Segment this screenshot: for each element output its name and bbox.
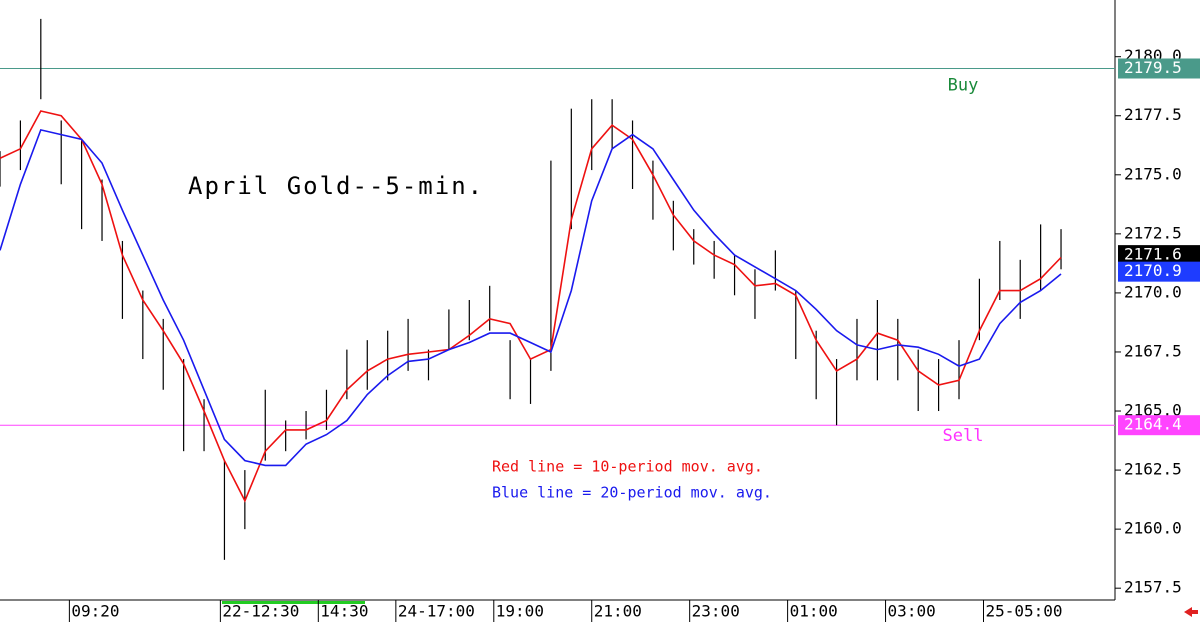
y-tick-label: 2172.5 xyxy=(1124,223,1182,242)
session-marker xyxy=(222,601,365,604)
scroll-arrow[interactable] xyxy=(1184,607,1198,617)
level-tag-label: 2164.4 xyxy=(1124,415,1182,434)
price-tag xyxy=(1118,261,1200,282)
x-tick-label: 25-05:00 xyxy=(985,602,1062,621)
legend-entry: Blue line = 20-period mov. avg. xyxy=(492,484,772,502)
level-tag xyxy=(1118,415,1200,436)
level-tag xyxy=(1118,58,1200,79)
x-tick-label: 01:00 xyxy=(790,602,838,621)
legend-entry: Red line = 10-period mov. avg. xyxy=(492,458,763,476)
moving-average-line xyxy=(0,128,1062,467)
level-label: Buy xyxy=(948,76,979,96)
x-tick-label: 09:20 xyxy=(71,602,119,621)
x-tick-label: 14:30 xyxy=(320,602,368,621)
price-tag xyxy=(1118,245,1200,266)
y-tick-label: 2175.0 xyxy=(1124,164,1182,183)
x-tick-label: 23:00 xyxy=(692,602,740,621)
x-tick-label: 24-17:00 xyxy=(398,602,475,621)
x-tick-label: 21:00 xyxy=(594,602,642,621)
price-tag-label: 2171.6 xyxy=(1124,245,1182,264)
chart-title: April Gold--5-min. xyxy=(188,172,484,200)
y-tick-label: 2157.5 xyxy=(1124,578,1182,597)
moving-average-line xyxy=(0,110,1062,503)
y-tick-label: 2170.0 xyxy=(1124,282,1182,301)
x-tick-label: 19:00 xyxy=(496,602,544,621)
price-tag-label: 2170.9 xyxy=(1124,261,1182,280)
y-tick-label: 2165.0 xyxy=(1124,401,1182,420)
y-tick-label: 2160.0 xyxy=(1124,519,1182,538)
y-tick-label: 2162.5 xyxy=(1124,460,1182,479)
y-tick-label: 2177.5 xyxy=(1124,105,1182,124)
level-tag-label: 2179.5 xyxy=(1124,58,1182,77)
level-label: Sell xyxy=(943,426,984,446)
x-tick-label: 22-12:30 xyxy=(222,602,299,621)
x-tick-label: 03:00 xyxy=(888,602,936,621)
y-tick-label: 2167.5 xyxy=(1124,341,1182,360)
